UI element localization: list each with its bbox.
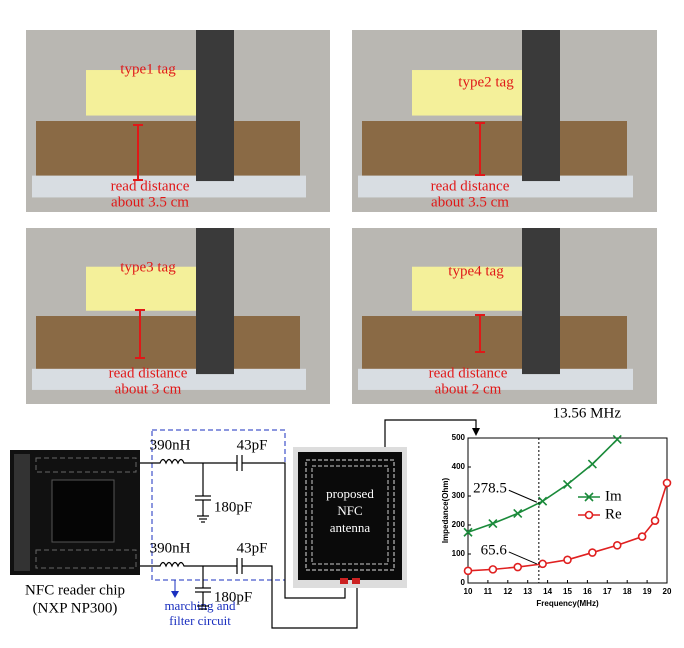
antenna-label: antenna	[330, 520, 371, 535]
annotation: 13.56 MHz	[553, 405, 622, 421]
series-line	[467, 482, 668, 572]
x-tick-label: 13	[523, 587, 532, 596]
distance-value: about 3 cm	[115, 381, 182, 397]
antenna-pad	[340, 578, 348, 584]
legend-label: Re	[605, 506, 622, 522]
x-tick-label: 11	[484, 587, 493, 596]
x-tick-label: 10	[464, 587, 473, 596]
x-tick-label: 20	[663, 587, 672, 596]
marker	[612, 540, 622, 550]
distance-label: read distance	[109, 365, 188, 381]
marker	[587, 459, 597, 469]
marker	[513, 562, 523, 572]
x-tick-label: 12	[503, 587, 512, 596]
x-axis-label: Frequency(MHz)	[536, 599, 599, 608]
marker	[463, 566, 473, 576]
annotation: 278.5	[473, 481, 507, 497]
photo-tag	[86, 266, 216, 311]
photo-tag	[412, 70, 542, 116]
marker	[538, 496, 548, 506]
marker	[463, 527, 473, 537]
antenna-pad	[352, 578, 360, 584]
annotation: 65.6	[481, 542, 508, 558]
chip-photo	[10, 450, 140, 575]
photo-ruler	[196, 30, 234, 182]
x-tick-label: 17	[603, 587, 612, 596]
annotation-leader	[508, 551, 538, 565]
photo-case	[358, 368, 633, 390]
antenna-label: NFC	[337, 503, 362, 518]
marker	[488, 565, 498, 574]
distance-value: about 3.5 cm	[111, 194, 189, 210]
shunt-cap-label: 180pF	[214, 499, 252, 515]
marker	[538, 559, 547, 569]
marker	[563, 555, 572, 565]
annotation-leader	[508, 489, 538, 503]
antenna-label: proposed	[326, 486, 374, 501]
x-tick-label: 16	[583, 587, 592, 596]
tag-label: type1 tag	[120, 61, 176, 77]
x-tick-label: 15	[563, 587, 572, 596]
tag-label: type3 tag	[120, 259, 176, 275]
tag-label: type2 tag	[458, 74, 514, 90]
shunt-cap-label: 180pF	[214, 589, 252, 605]
x-tick-label: 18	[623, 587, 632, 596]
marker	[650, 516, 660, 525]
tag-label: type4 tag	[448, 263, 504, 279]
marker	[513, 508, 523, 518]
photo-case	[32, 175, 306, 198]
antenna-coil	[305, 459, 395, 571]
inductor-label: 390nH	[150, 437, 191, 453]
photo-case	[358, 175, 633, 198]
antenna-coil	[311, 465, 389, 565]
filter-pointer-head	[171, 591, 179, 598]
x-tick-label: 14	[543, 587, 552, 596]
marker	[637, 532, 647, 541]
y-tick-label: 0	[461, 578, 466, 587]
marker	[488, 518, 498, 529]
y-tick-label: 100	[452, 549, 466, 558]
marker	[584, 510, 594, 520]
distance-label: read distance	[429, 365, 508, 381]
photo-ruler	[522, 30, 560, 182]
photo-ruler	[196, 228, 234, 375]
antenna	[298, 452, 402, 580]
photo-ruler	[522, 228, 560, 375]
photo-tag	[412, 266, 542, 311]
antenna-arrow	[384, 419, 477, 447]
cap-label: 43pF	[237, 437, 268, 453]
photo-base	[36, 316, 300, 373]
x-tick-label: 19	[643, 587, 652, 596]
antenna-arrow-head	[472, 428, 480, 436]
y-tick-label: 300	[452, 491, 466, 500]
distance-label: read distance	[431, 178, 510, 194]
photo-base	[362, 121, 627, 180]
photo-tag	[86, 70, 216, 116]
chip-label: NFC reader chip	[25, 582, 125, 598]
legend-label: Im	[605, 488, 622, 504]
circuit-top	[140, 455, 346, 599]
distance-value: about 2 cm	[435, 381, 502, 397]
marker	[562, 479, 573, 489]
marker	[612, 434, 622, 445]
photo-base	[362, 316, 627, 373]
marker	[584, 492, 594, 502]
filter-label: filter circuit	[169, 613, 231, 628]
photo-case	[32, 368, 306, 390]
cap-label: 43pF	[237, 540, 268, 556]
inductor-label: 390nH	[150, 540, 191, 556]
y-tick-label: 400	[452, 462, 466, 471]
circuit-bottom	[140, 558, 358, 629]
y-tick-label: 500	[452, 433, 466, 442]
distance-label: read distance	[111, 178, 190, 194]
marker	[662, 478, 672, 488]
distance-value: about 3.5 cm	[431, 194, 509, 210]
y-axis-label: Impedance(Ohm)	[441, 477, 450, 543]
chip-label: (NXP NP300)	[33, 600, 118, 616]
marker	[588, 548, 597, 557]
photo-base	[36, 121, 300, 180]
y-tick-label: 200	[452, 520, 466, 529]
